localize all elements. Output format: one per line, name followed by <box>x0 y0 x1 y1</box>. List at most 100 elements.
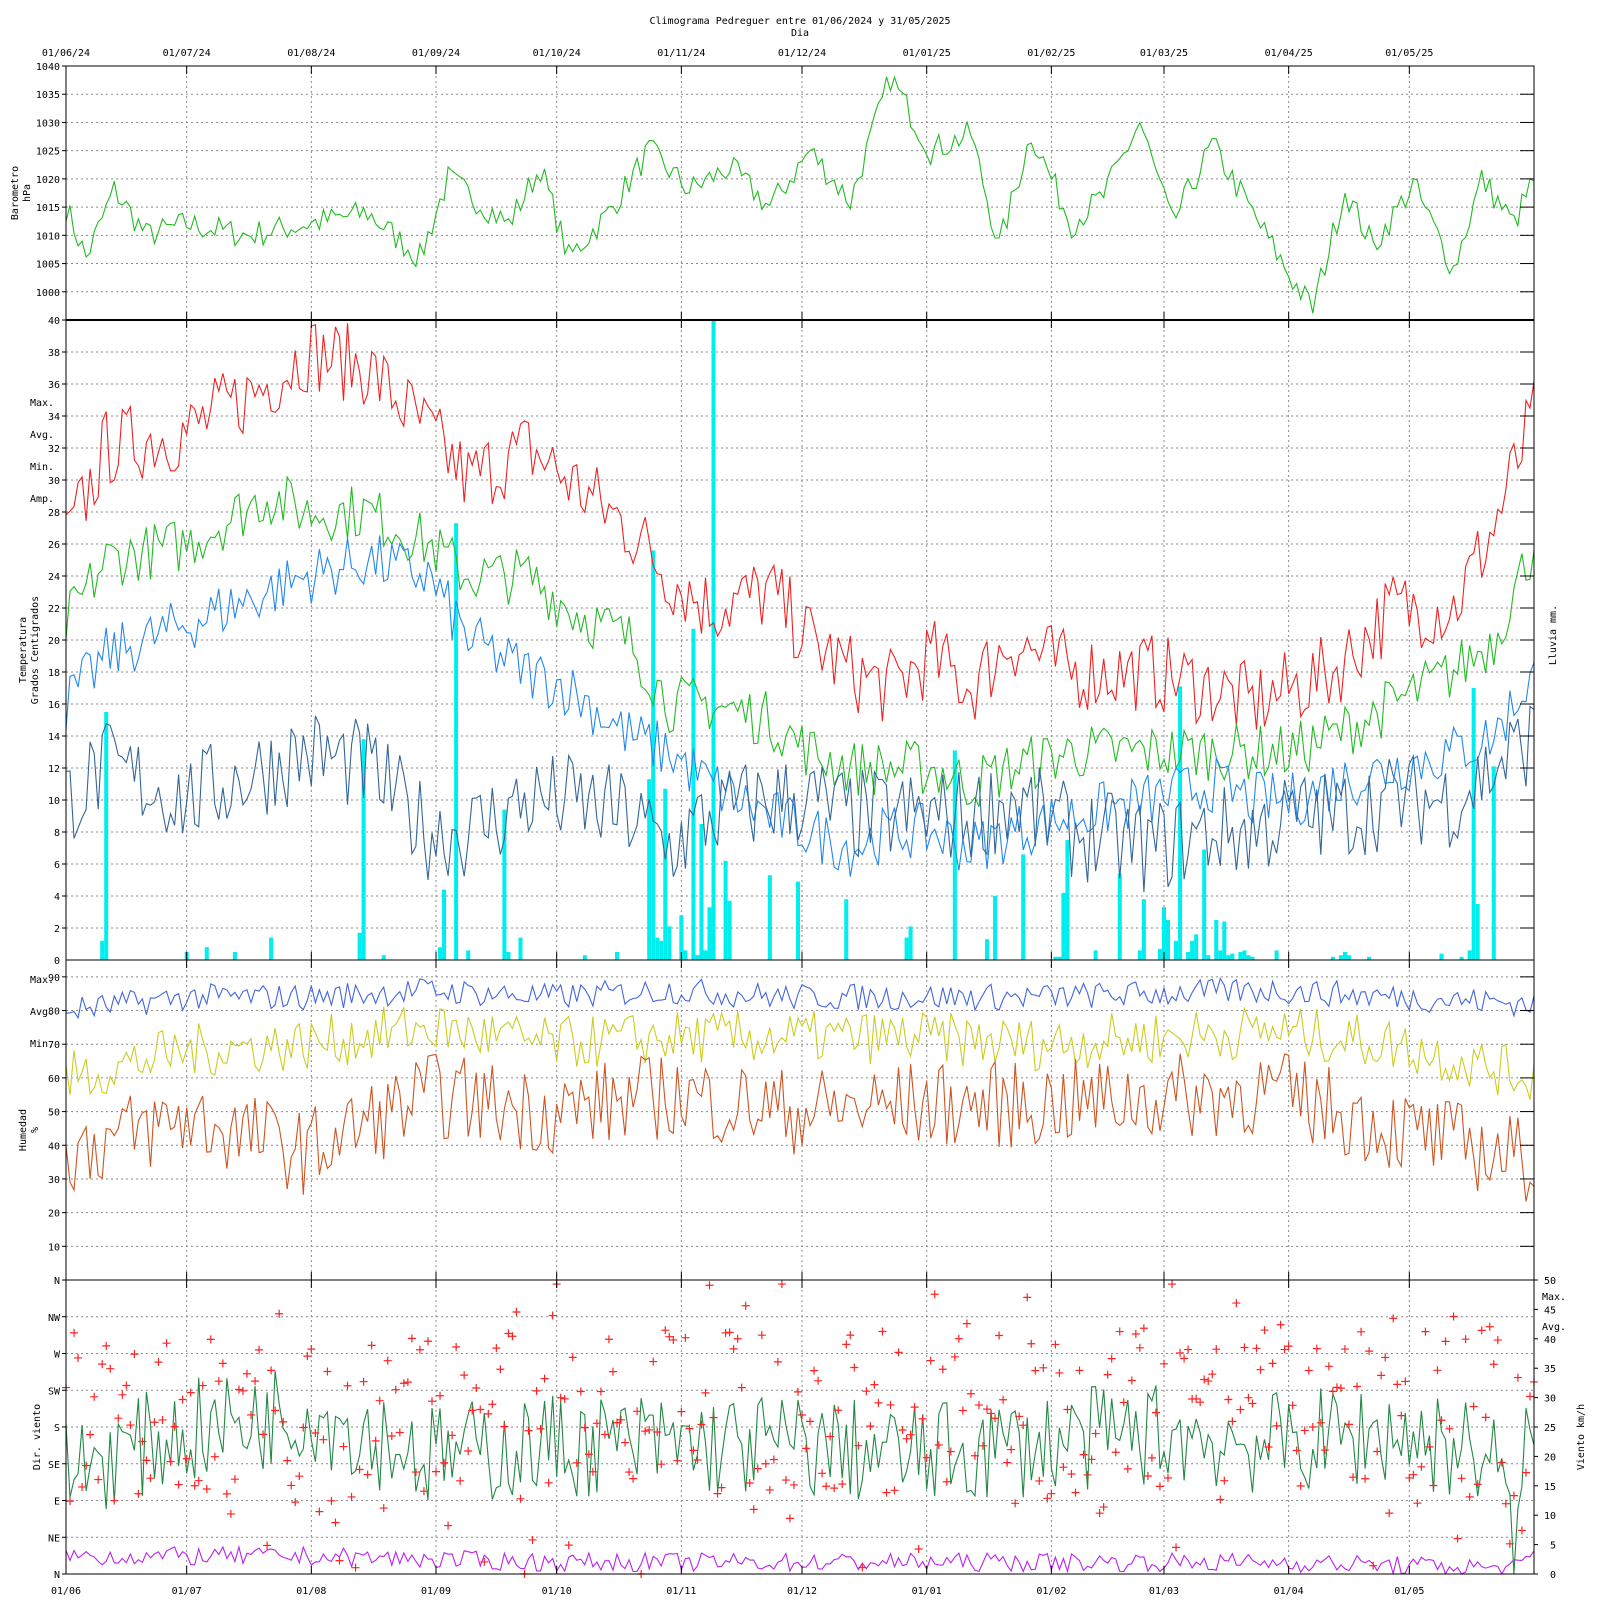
wind-direction-point <box>641 1427 650 1436</box>
top-date-label: 01/04/25 <box>1265 48 1313 59</box>
wind-direction-point <box>488 1400 497 1409</box>
rain-bar <box>1190 940 1195 960</box>
wind-direction-point <box>436 1391 445 1400</box>
direction-tick-label: NE <box>48 1533 60 1544</box>
rain-bar <box>1165 920 1171 960</box>
rain-bar <box>659 940 664 960</box>
wind-direction-point <box>331 1518 340 1527</box>
wind-direction-point <box>1099 1503 1108 1512</box>
wind-direction-point <box>1397 1411 1406 1420</box>
wind-direction-point <box>1264 1442 1273 1451</box>
rain-bar <box>655 937 660 960</box>
wind-direction-point <box>870 1380 879 1389</box>
wind-direction-point <box>82 1461 91 1470</box>
rain-bar <box>908 926 913 960</box>
wind-direction-point <box>814 1376 823 1385</box>
wind-direction-point <box>496 1365 505 1374</box>
wind-direction-point <box>1417 1462 1426 1471</box>
rain-bar <box>1475 904 1480 960</box>
bottom-date-label: 01/09 <box>421 1586 451 1597</box>
panel-frames-layer <box>62 65 1538 1575</box>
wind-direction-point <box>1123 1464 1132 1473</box>
wind-direction-point <box>1015 1412 1024 1421</box>
wind-direction-point <box>472 1384 481 1393</box>
series-lines-layer <box>65 75 1535 1576</box>
wind-direction-point <box>657 1460 666 1469</box>
wind-direction-point <box>802 1444 811 1453</box>
wind-direction-point <box>114 1414 123 1423</box>
wind-direction-point <box>1320 1446 1329 1455</box>
wind-direction-point <box>596 1387 605 1396</box>
wind-wind_max-line <box>65 1371 1535 1575</box>
y-tick-label: 10 <box>48 1242 60 1253</box>
wind-direction-point <box>74 1353 83 1362</box>
wind-direction-point <box>777 1280 786 1289</box>
y-tick-label: 1030 <box>36 118 60 129</box>
wind-direction-point <box>822 1482 831 1491</box>
wind-direction-point <box>1180 1354 1189 1363</box>
wind-direction-point <box>134 1489 143 1498</box>
wind-direction-point <box>407 1334 416 1343</box>
wind-direction-point <box>1361 1474 1370 1483</box>
wind-direction-point <box>950 1352 959 1361</box>
rain-bar <box>1137 950 1142 960</box>
temperature-tmin-line <box>65 535 1535 877</box>
wind-direction-point <box>508 1332 517 1341</box>
wind-direction-point <box>685 1424 694 1433</box>
wind-direction-point <box>1336 1384 1345 1393</box>
wind-direction-point <box>279 1417 288 1426</box>
y-tick-label: 20 <box>48 1209 60 1220</box>
top-date-label: 01/01/25 <box>903 48 951 59</box>
wind-direction-point <box>1168 1280 1177 1289</box>
wind-direction-point <box>1127 1376 1136 1385</box>
wind-direction-point <box>858 1563 867 1572</box>
wind-direction-point <box>255 1345 264 1354</box>
rain-bar <box>663 788 668 960</box>
wind-direction-point <box>1332 1383 1341 1392</box>
direction-tick-label: SE <box>48 1460 60 1471</box>
wind-direction-point <box>1035 1476 1044 1485</box>
wind-direction-point <box>319 1435 328 1444</box>
bottom-date-label: 01/01 <box>912 1586 942 1597</box>
wind-direction-point <box>158 1415 167 1424</box>
wind-direction-point <box>1083 1470 1092 1479</box>
rain-bar <box>1174 940 1179 960</box>
wind-direction-point <box>150 1418 159 1427</box>
wind-direction-point <box>938 1365 947 1374</box>
wind-direction-point <box>1461 1335 1470 1344</box>
wind-direction-point <box>222 1489 231 1498</box>
wind-direction-point <box>617 1415 626 1424</box>
wind-direction-point <box>613 1418 622 1427</box>
wind-direction-point <box>665 1332 674 1341</box>
wind-direction-point <box>1039 1363 1048 1372</box>
wind-direction-point <box>347 1492 356 1501</box>
y-tick-label: 70 <box>48 1040 60 1051</box>
top-date-label: 01/09/24 <box>412 48 460 59</box>
wind-direction-point <box>234 1385 243 1394</box>
wind-direction-point <box>946 1447 955 1456</box>
wind-direction-point <box>962 1319 971 1328</box>
y-tick-label: 30 <box>48 476 60 487</box>
rain-bar <box>651 550 656 960</box>
y-tick-label: 10 <box>48 796 60 807</box>
wind-direction-point <box>1244 1393 1253 1402</box>
wind-direction-point <box>806 1417 815 1426</box>
wind-direction-point <box>1288 1401 1297 1410</box>
wind-direction-point <box>162 1339 171 1348</box>
wind-direction-point <box>323 1367 332 1376</box>
wind-direction-point <box>1477 1326 1486 1335</box>
wind-direction-point <box>769 1455 778 1464</box>
wind-direction-point <box>118 1390 127 1399</box>
wind-direction-point <box>1228 1417 1237 1426</box>
wind-direction-point <box>1493 1336 1502 1345</box>
wind-direction-point <box>934 1440 943 1449</box>
wind-direction-point <box>142 1456 151 1465</box>
wind-direction-point <box>1115 1327 1124 1336</box>
bottom-date-label: 01/02 <box>1036 1586 1066 1597</box>
top-date-label: 01/12/24 <box>778 48 826 59</box>
wind-direction-point <box>202 1484 211 1493</box>
wind-direction-point <box>1212 1345 1221 1354</box>
y-tick-label: 50 <box>48 1108 60 1119</box>
speed-tick-label: 30 <box>1544 1394 1556 1405</box>
wind-direction-point <box>629 1474 638 1483</box>
